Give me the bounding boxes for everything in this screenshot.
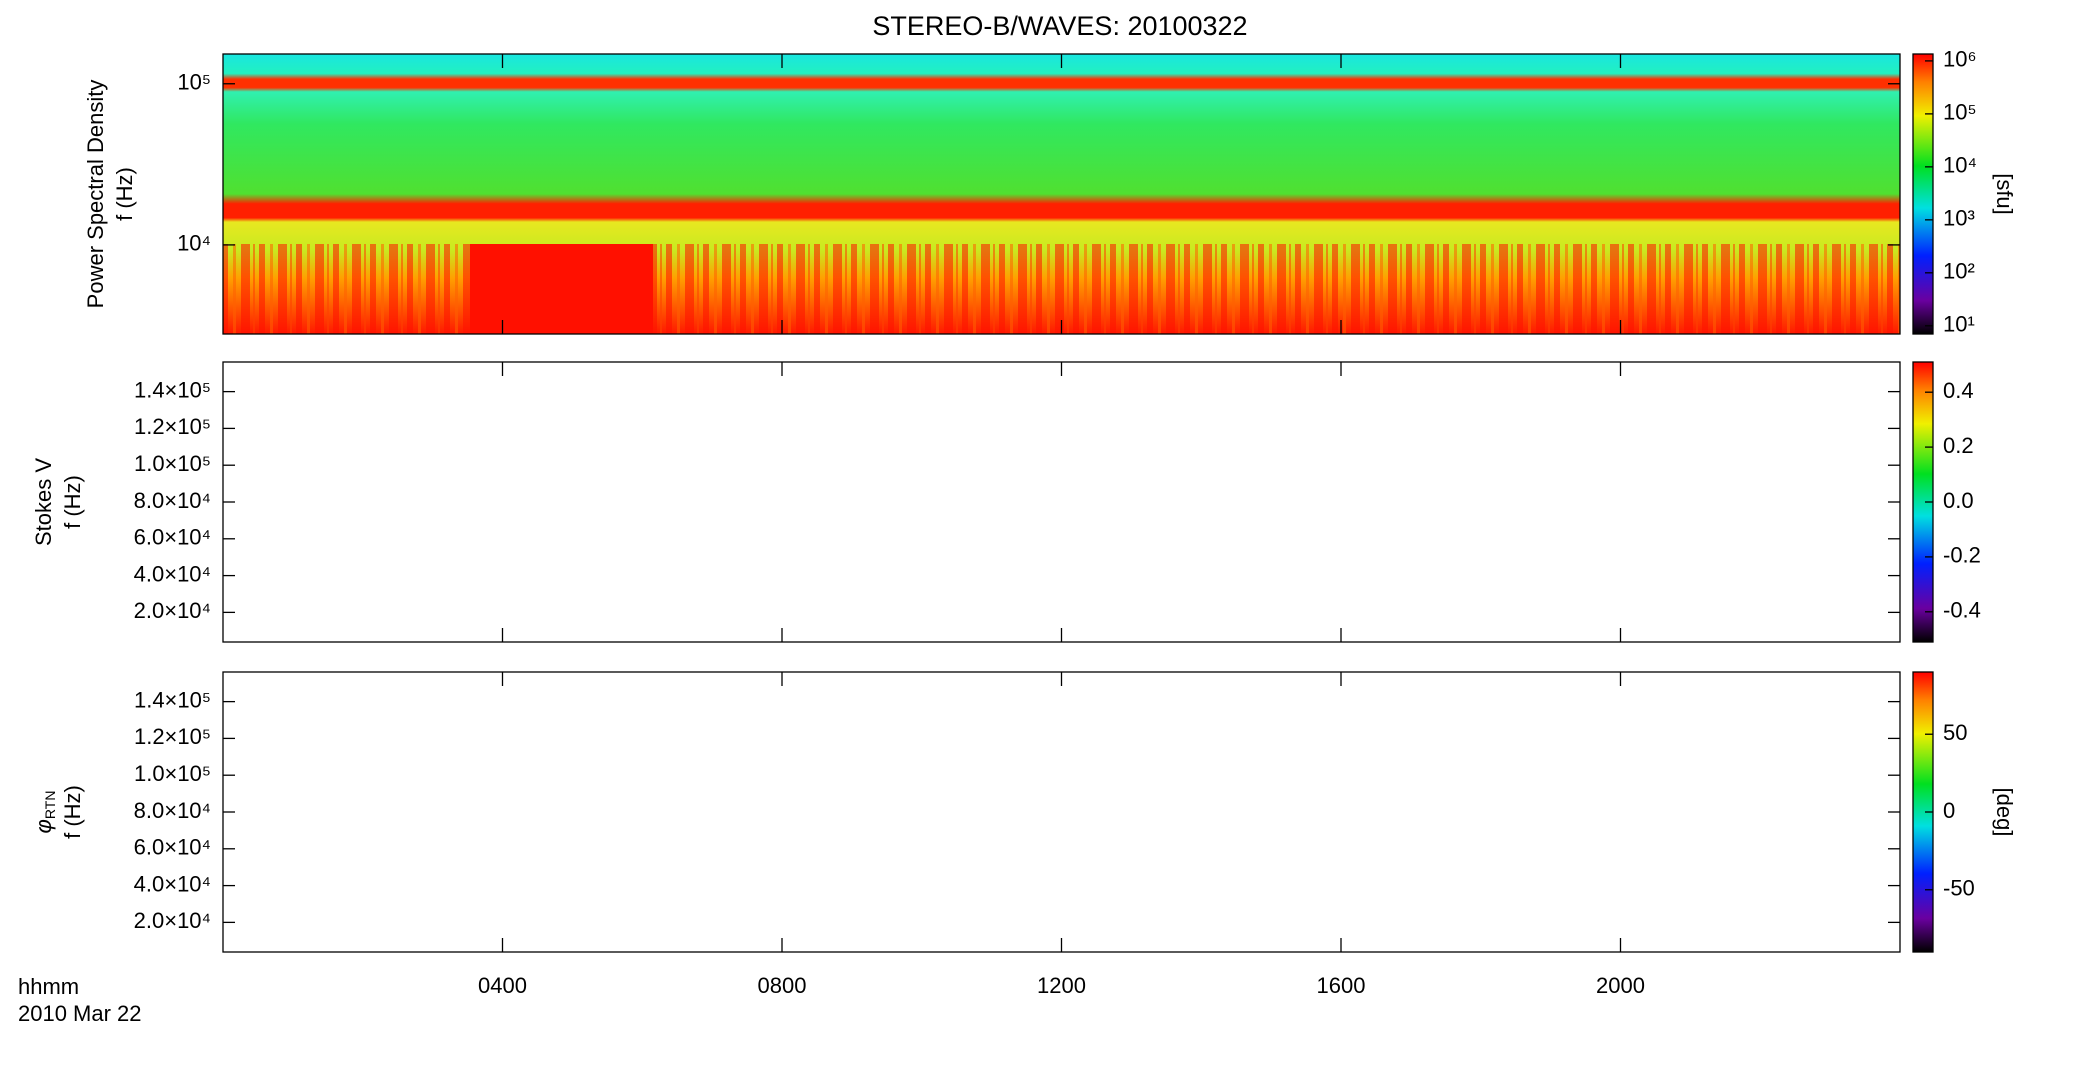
chart-title: STEREO-B/WAVES: 20100322 <box>872 11 1247 41</box>
x-tick-label: 1600 <box>1317 973 1366 998</box>
colorbar-tick-label: 10⁶ <box>1943 47 1977 72</box>
y-axis-label-subscript: RTN <box>42 791 58 820</box>
y-tick-label: 8.0×10⁴ <box>134 798 211 823</box>
date-label: 2010 Mar 22 <box>18 1001 142 1026</box>
x-tick-label: 0800 <box>758 973 807 998</box>
y-tick-label: 1.4×10⁵ <box>134 687 211 712</box>
plot-frame <box>222 671 1901 953</box>
colorbar-tick-label: 0 <box>1943 798 1955 823</box>
y-tick-label: 1.0×10⁵ <box>134 451 211 476</box>
colorbar <box>1912 53 1934 335</box>
y-tick-label: 2.0×10⁴ <box>134 598 211 623</box>
colorbar-tick-label: 10⁴ <box>1943 153 1977 178</box>
y-tick-label: 1.2×10⁵ <box>134 414 211 439</box>
y-axis-label-symbol: φ <box>31 819 56 833</box>
colorbar-tick-label: 0.2 <box>1943 433 1974 458</box>
colorbar-tick-label: 0.0 <box>1943 488 1974 513</box>
y-axis-label: f (Hz) <box>112 167 137 221</box>
y-axis-label: Power Spectral Density <box>83 80 108 309</box>
colorbar-tick-label: -0.4 <box>1943 598 1981 623</box>
y-axis-label: φRTN <box>31 791 58 834</box>
colorbar-tick-label: 0.4 <box>1943 378 1974 403</box>
y-axis-label: Stokes V <box>31 458 56 546</box>
y-tick-label: 4.0×10⁴ <box>134 871 211 896</box>
x-tick-label: 1200 <box>1037 973 1086 998</box>
spectrogram-burst <box>470 244 653 334</box>
y-tick-label: 6.0×10⁴ <box>134 525 211 550</box>
x-tick-label: 2000 <box>1596 973 1645 998</box>
colorbar-tick-label: 10¹ <box>1943 312 1975 337</box>
y-tick-label: 1.2×10⁵ <box>134 724 211 749</box>
y-tick-label: 6.0×10⁴ <box>134 835 211 860</box>
y-tick-label: 10⁴ <box>177 231 211 256</box>
plot-frame <box>222 361 1901 643</box>
y-tick-label: 4.0×10⁴ <box>134 561 211 586</box>
y-tick-label: 8.0×10⁴ <box>134 488 211 513</box>
y-tick-label: 2.0×10⁴ <box>134 908 211 933</box>
colorbar-tick-label: 50 <box>1943 720 1967 745</box>
y-axis-label: f (Hz) <box>60 475 85 529</box>
colorbar-tick-label: 10³ <box>1943 206 1975 231</box>
x-tick-label: 0400 <box>478 973 527 998</box>
colorbar-tick-label: -0.2 <box>1943 543 1981 568</box>
colorbar-tick-label: 10² <box>1943 259 1975 284</box>
colorbar-label: [deg] <box>1992 788 2017 837</box>
colorbar-tick-label: 10⁵ <box>1943 100 1977 125</box>
y-axis-label: f (Hz) <box>60 785 85 839</box>
x-axis-label: hhmm <box>18 974 79 999</box>
y-tick-label: 1.0×10⁵ <box>134 761 211 786</box>
colorbar-tick-label: -50 <box>1943 876 1975 901</box>
y-tick-label: 10⁵ <box>177 70 211 95</box>
colorbar-label: [sfu] <box>1992 173 2017 215</box>
y-tick-label: 1.4×10⁵ <box>134 377 211 402</box>
